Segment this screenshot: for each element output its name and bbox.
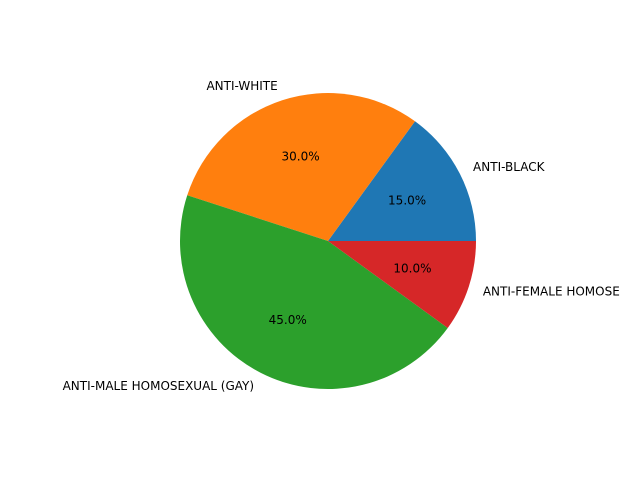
slice-label-3: ANTI-MALE HOMOSEXUAL (GAY) [63, 379, 254, 393]
slice-label-2: ANTI-WHITE [206, 79, 277, 93]
percent-labels: 15.0% 30.0% 45.0% 10.0% [269, 150, 432, 328]
percent-label-3: 45.0% [269, 313, 307, 327]
slice-labels: ANTI-BLACK ANTI-WHITE ANTI-MALE HOMOSEXUAL… [63, 79, 620, 393]
pie-slice-3 [180, 195, 448, 390]
pie-slice-4 [328, 241, 476, 328]
percent-label-1: 15.0% [388, 194, 426, 208]
pie-slice-2 [187, 92, 415, 241]
percent-label-2: 30.0% [281, 150, 319, 164]
pie-slices [180, 92, 476, 390]
pie-slice-1 [328, 121, 476, 241]
slice-label-1: ANTI-BLACK [473, 160, 546, 174]
percent-label-4: 10.0% [393, 261, 431, 275]
slice-label-4: ANTI-FEMALE HOMOSE [483, 284, 620, 298]
